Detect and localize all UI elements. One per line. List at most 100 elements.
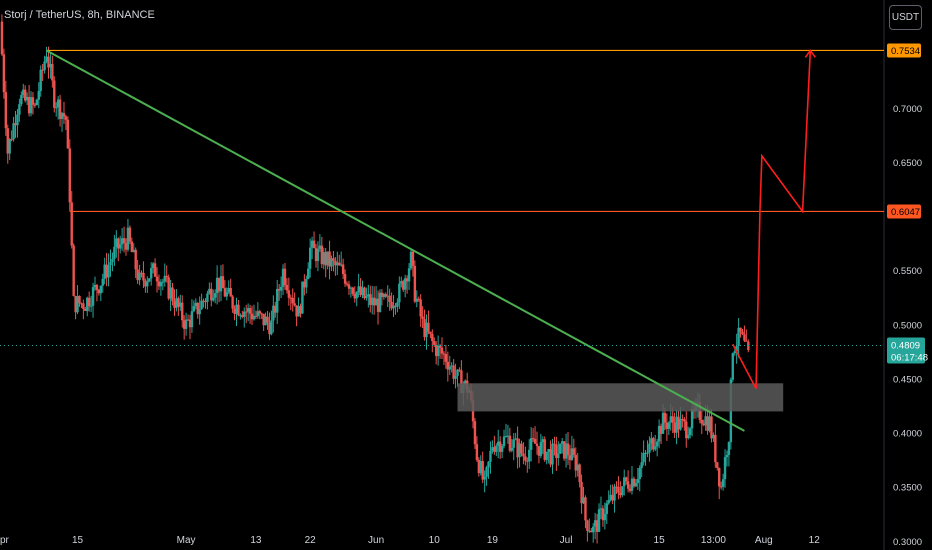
candle-body xyxy=(231,296,234,309)
candle-body xyxy=(254,315,258,317)
candle-body xyxy=(76,295,79,313)
candle-body xyxy=(372,297,376,306)
candle-body xyxy=(421,316,424,320)
candle-body xyxy=(677,416,680,430)
trendline xyxy=(46,49,745,432)
candle-body xyxy=(574,454,577,471)
candle-body xyxy=(429,331,432,334)
candle-body xyxy=(667,422,671,429)
candle-body xyxy=(607,499,610,504)
candle-body xyxy=(419,299,422,317)
candle-body xyxy=(386,295,389,297)
x-tick-label: 15 xyxy=(72,535,84,546)
candle-body xyxy=(270,320,273,335)
candle-body xyxy=(673,422,676,433)
candle-body xyxy=(688,428,692,435)
currency-button[interactable]: USDT xyxy=(889,5,922,30)
candle-body xyxy=(477,459,481,474)
candle-body xyxy=(708,416,711,431)
candle-body xyxy=(634,483,638,487)
support-zone xyxy=(457,383,784,412)
candle-body xyxy=(531,438,535,440)
candle-body xyxy=(305,278,308,288)
candle-body xyxy=(434,344,438,357)
candle-body xyxy=(60,113,64,119)
candle-body xyxy=(491,447,494,451)
candle-body xyxy=(473,421,477,445)
candle-body xyxy=(103,264,106,279)
candle-body xyxy=(165,275,168,278)
candle-body xyxy=(650,438,653,444)
candle-body xyxy=(562,441,566,459)
candle-body xyxy=(654,446,657,450)
candle-body xyxy=(510,447,513,451)
candle-body xyxy=(553,443,556,445)
candle-body xyxy=(132,249,135,253)
candle-body xyxy=(221,276,225,289)
candle-body xyxy=(632,478,636,487)
candle-body xyxy=(355,292,358,299)
candle-body xyxy=(151,263,155,269)
candle-body xyxy=(438,345,442,348)
y-tick-label: 0.6500 xyxy=(893,158,922,169)
candle-body xyxy=(392,305,395,309)
candle-body xyxy=(700,419,703,424)
candle-body xyxy=(718,467,721,487)
candle-body xyxy=(91,287,95,306)
candle-body xyxy=(101,278,104,286)
candle-body xyxy=(326,251,329,266)
candle-body xyxy=(363,287,366,299)
candle-body xyxy=(644,452,647,454)
candle-body xyxy=(500,445,504,452)
candle-body xyxy=(248,308,252,314)
candle-body xyxy=(504,436,508,438)
candle-body xyxy=(721,479,725,487)
candle-body xyxy=(394,305,397,307)
candle-body xyxy=(35,99,39,105)
candle-body xyxy=(260,313,263,315)
candle-body xyxy=(22,89,25,96)
candle-body xyxy=(227,288,230,293)
candle-body xyxy=(357,286,360,293)
candle-body xyxy=(136,269,139,281)
candle-body xyxy=(47,56,50,68)
candle-body xyxy=(86,297,89,312)
candle-body xyxy=(712,434,715,439)
candle-body xyxy=(31,97,35,105)
candle-body xyxy=(27,96,31,114)
candle-body xyxy=(745,340,748,342)
candle-body xyxy=(229,288,232,297)
candle-body xyxy=(398,283,401,303)
candle-body xyxy=(159,282,163,287)
candle-body xyxy=(380,292,384,297)
candle-body xyxy=(118,244,122,249)
candle-body xyxy=(382,294,386,297)
candle-body xyxy=(111,258,114,263)
y-tick-label: 0.5000 xyxy=(893,320,922,331)
candle-body xyxy=(208,288,211,294)
candle-body xyxy=(80,303,83,305)
candle-body xyxy=(617,486,620,493)
chart-title: Storj / TetherUS, 8h, BINANCE xyxy=(4,9,155,21)
candle-body xyxy=(498,441,502,452)
candle-body xyxy=(518,443,521,458)
candle-body xyxy=(283,268,287,285)
candle-body xyxy=(200,300,203,310)
candle-body xyxy=(603,513,607,521)
x-tick-label: 13 xyxy=(250,535,262,546)
candle-body xyxy=(524,456,527,461)
candle-body xyxy=(4,92,8,129)
candle-body xyxy=(508,435,512,451)
candle-body xyxy=(308,247,312,269)
candle-body xyxy=(623,477,626,487)
candle-body xyxy=(737,327,740,346)
candle-body xyxy=(74,295,77,313)
candle-body xyxy=(37,91,40,100)
candle-body xyxy=(452,365,455,379)
candle-body xyxy=(576,464,579,471)
candle-body xyxy=(196,302,199,315)
candle-body xyxy=(341,264,345,275)
candle-body xyxy=(743,334,746,341)
candle-body xyxy=(55,107,58,109)
